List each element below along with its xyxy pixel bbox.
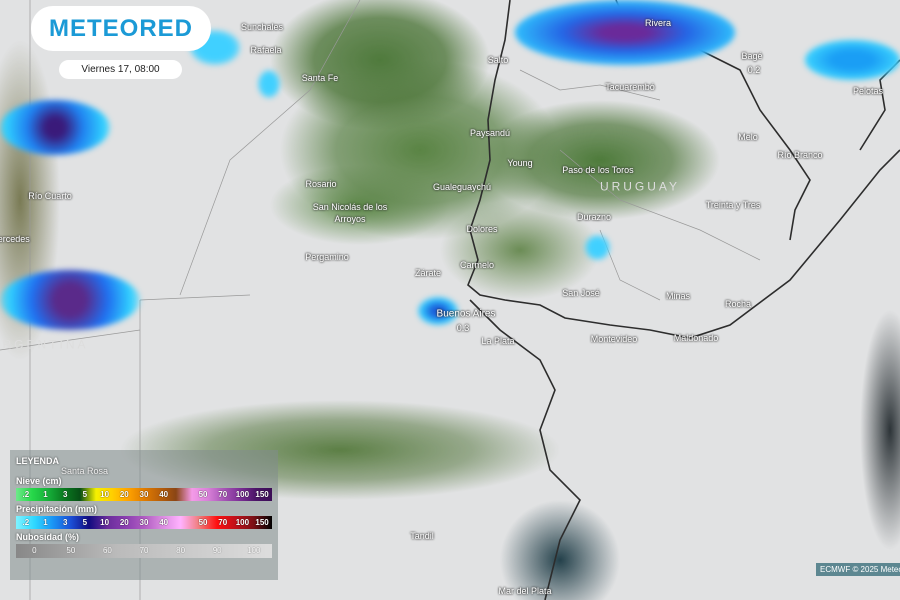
city-label: Paso de los Toros [562,165,634,175]
precip-value: 0.2 [747,65,761,75]
scale-tick: 70 [139,546,149,555]
precipitation-label: Precipitación (mm) [16,504,98,514]
legend-city-label: Santa Rosa [61,466,109,476]
scale-tick: 40 [159,518,169,527]
scale-tick: 60 [102,546,112,555]
precipitation-scale: .2 1 3 5 10 20 30 40 50 70 100 150 [16,516,272,529]
city-label: Río Branco [777,150,823,160]
scale-tick: 0 [32,546,37,555]
city-label: Tacuarembó [605,82,655,92]
city-label: Maldonado [673,333,719,343]
meteored-logo[interactable]: METEORED [31,6,211,51]
scale-tick: 30 [139,518,149,527]
city-label: Melo [738,132,758,142]
scale-tick: 80 [176,546,186,555]
scale-tick [174,516,194,529]
scale-tick: 100 [235,490,250,499]
city-label: Pergamino [305,252,349,262]
precip-value: 0.3 [456,323,470,333]
city-label: Rosario [305,179,337,189]
scale-tick: 50 [66,546,76,555]
scale-tick: 70 [218,490,228,499]
scale-tick: 40 [159,490,169,499]
snow-scale: .2 1 3 5 10 20 30 40 50 70 100 150 [16,488,272,501]
city-label: Salto [487,55,509,65]
city-label: Durazno [576,212,612,222]
city-label: Gualeguaychú [432,182,492,192]
precip-area [0,100,110,155]
scale-tick: 20 [119,490,129,499]
scale-tick: 50 [198,518,208,527]
credit: ECMWF © 2025 Meteored [816,563,900,576]
scale-tick: 10 [100,490,110,499]
scale-tick [174,488,194,501]
scale-tick: .2 [22,490,30,499]
city-label: Zárate [414,268,442,278]
scale-tick: 1 [43,518,48,527]
legend-title: LEYENDA [16,456,60,466]
forecast-datetime: Viernes 17, 08:00 [59,60,182,79]
scale-tick: .2 [22,518,30,527]
snow-label: Nieve (cm) [16,476,62,486]
brand-name: METEORED [48,14,193,42]
city-label: Paysandú [469,128,511,138]
country-label: URUGUAY [599,179,681,194]
city-label: Carmelo [459,260,495,270]
scale-tick: 3 [62,518,68,527]
scale-tick: 3 [62,490,68,499]
precip-area [418,297,458,325]
precip-area [258,70,280,98]
city-label: Arroyos [334,214,366,224]
country-label: ARGENTINA [0,337,89,352]
precip-area [0,270,140,330]
datetime-text: Viernes 17, 08:00 [81,64,160,75]
city-label: Rivera [644,18,672,28]
city-label: Mercedes [0,234,30,244]
scale-tick: 150 [255,518,269,527]
scale-tick: 20 [119,518,129,527]
scale-tick: 90 [212,546,222,555]
city-label: San José [562,288,600,298]
city-label: Pelotas [852,86,884,96]
city-label: Tandil [410,531,434,541]
city-label: Montevideo [590,334,638,344]
scale-tick: 10 [100,518,110,527]
city-label: Treinta y Tres [705,200,761,210]
city-label: Santa Fe [301,73,339,83]
legend-panel: LEYENDA Santa Rosa Nieve (cm) .2 1 3 5 10 20 3… [10,450,278,580]
scale-tick: 100 [247,546,261,555]
scale-tick: 100 [235,518,250,527]
scale-tick: 1 [43,490,48,499]
scale-tick: 5 [82,490,88,499]
cloud-scale: 0 50 60 70 80 90 100 [16,544,272,558]
city-label: Bagé [741,51,763,61]
city-label: Mar del Plata [498,586,552,596]
cloud-label: Nubosidad (%) [16,532,79,542]
city-label: Minas [665,291,691,301]
city-label: Dolores [466,224,498,234]
scale-tick: 70 [218,518,228,527]
city-label: Sunchales [240,22,284,32]
city-label: Buenos Aires [436,308,496,320]
city-label: Rocha [724,299,752,309]
precip-area [515,0,735,65]
scale-tick: 150 [255,490,269,499]
city-label: La Plata [481,336,515,346]
city-label: Río Cuarto [28,191,72,201]
city-label: San Nicolás de los [312,202,388,212]
precip-area [805,40,900,80]
scale-tick: 30 [139,490,149,499]
scale-tick: 5 [82,518,88,527]
city-label: Young [507,158,533,168]
scale-tick: 50 [198,490,208,499]
city-label: Rafaela [250,45,282,55]
precip-area [585,235,610,260]
